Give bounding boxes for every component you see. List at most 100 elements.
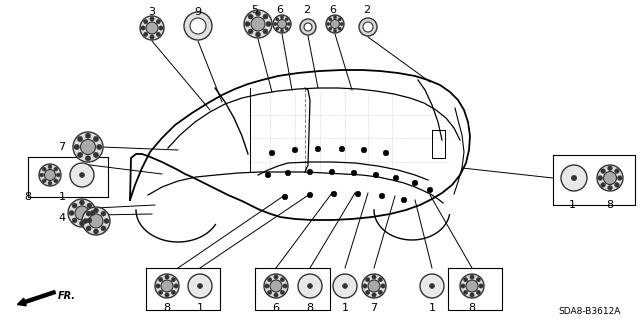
Circle shape (401, 197, 407, 203)
Circle shape (607, 166, 612, 171)
Circle shape (285, 170, 291, 176)
Circle shape (184, 12, 212, 40)
Circle shape (42, 179, 46, 183)
Circle shape (304, 23, 312, 31)
Circle shape (248, 14, 253, 19)
Circle shape (165, 275, 169, 279)
Circle shape (265, 172, 271, 178)
Text: 6: 6 (276, 5, 284, 15)
Circle shape (283, 284, 287, 288)
Circle shape (188, 274, 212, 298)
Circle shape (333, 16, 337, 19)
Circle shape (248, 29, 253, 34)
Circle shape (274, 275, 278, 279)
Circle shape (274, 293, 278, 297)
Circle shape (268, 290, 272, 294)
Circle shape (156, 19, 161, 24)
Circle shape (561, 165, 587, 191)
Circle shape (54, 179, 58, 183)
Circle shape (326, 15, 344, 33)
Circle shape (268, 278, 272, 282)
Text: 1: 1 (58, 192, 65, 202)
Circle shape (479, 284, 483, 288)
Circle shape (159, 278, 163, 282)
Circle shape (329, 169, 335, 175)
Circle shape (56, 173, 60, 177)
Circle shape (307, 192, 313, 198)
Circle shape (412, 180, 418, 186)
Circle shape (86, 226, 91, 231)
Circle shape (285, 18, 289, 21)
Circle shape (68, 199, 96, 227)
Circle shape (466, 280, 478, 292)
Circle shape (378, 278, 383, 282)
Circle shape (365, 278, 370, 282)
Circle shape (282, 194, 288, 200)
Circle shape (381, 284, 385, 288)
Circle shape (82, 207, 110, 235)
Circle shape (172, 290, 175, 294)
Circle shape (93, 152, 99, 158)
Circle shape (245, 21, 250, 26)
Circle shape (48, 165, 52, 169)
Circle shape (420, 274, 444, 298)
Circle shape (255, 32, 260, 37)
Circle shape (280, 278, 285, 282)
Text: 5: 5 (252, 5, 259, 15)
Circle shape (378, 290, 383, 294)
Circle shape (598, 176, 603, 180)
Circle shape (79, 200, 84, 205)
Circle shape (42, 167, 46, 171)
Circle shape (77, 136, 83, 142)
Text: 1: 1 (196, 303, 204, 313)
Text: 8: 8 (163, 303, 171, 313)
Circle shape (101, 226, 106, 231)
Text: 6: 6 (273, 303, 280, 313)
Text: 8: 8 (24, 192, 31, 202)
Text: 2: 2 (364, 5, 371, 15)
Circle shape (263, 14, 268, 19)
Text: 6: 6 (330, 5, 337, 15)
Circle shape (104, 219, 109, 224)
FancyArrow shape (17, 291, 56, 306)
Circle shape (87, 203, 92, 208)
Circle shape (72, 203, 77, 208)
Circle shape (263, 29, 268, 34)
Circle shape (140, 16, 164, 40)
Circle shape (159, 26, 163, 30)
Circle shape (73, 132, 103, 162)
Circle shape (338, 27, 341, 30)
Circle shape (428, 187, 433, 193)
Circle shape (278, 19, 287, 28)
Circle shape (393, 175, 399, 181)
Circle shape (328, 27, 332, 30)
Text: 3: 3 (148, 7, 156, 17)
Circle shape (372, 275, 376, 279)
Circle shape (75, 206, 89, 220)
Circle shape (77, 152, 83, 158)
Circle shape (143, 19, 148, 24)
Circle shape (45, 169, 56, 181)
Circle shape (292, 147, 298, 153)
Circle shape (150, 17, 154, 21)
Circle shape (601, 182, 605, 187)
Circle shape (79, 221, 84, 226)
Circle shape (146, 22, 158, 34)
Circle shape (429, 284, 435, 288)
Circle shape (156, 32, 161, 36)
Circle shape (85, 133, 91, 138)
Circle shape (39, 164, 61, 186)
Circle shape (373, 172, 379, 178)
Circle shape (333, 274, 357, 298)
Circle shape (93, 229, 99, 234)
Circle shape (607, 185, 612, 190)
Circle shape (273, 15, 291, 33)
Circle shape (89, 214, 103, 228)
Circle shape (69, 211, 74, 216)
Text: SDA8-B3612A: SDA8-B3612A (559, 308, 621, 316)
Circle shape (85, 156, 91, 161)
Circle shape (332, 191, 337, 197)
Circle shape (285, 27, 289, 30)
Circle shape (333, 29, 337, 32)
Circle shape (86, 211, 91, 216)
